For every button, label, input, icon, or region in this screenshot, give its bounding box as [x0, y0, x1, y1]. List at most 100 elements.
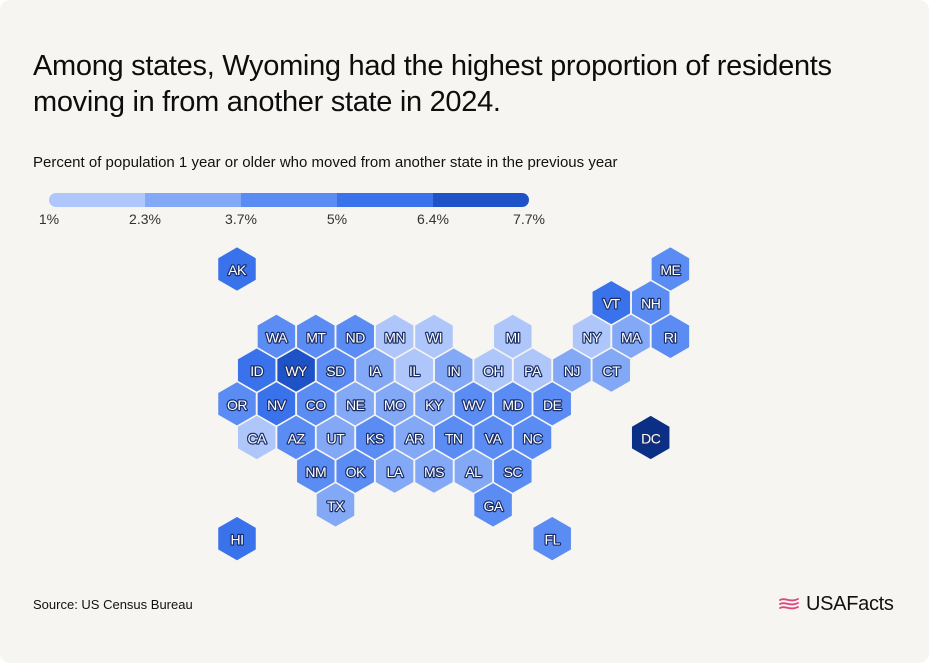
state-hex-ms: MS [413, 447, 455, 495]
legend-swatch [241, 193, 337, 207]
state-label: IN [447, 363, 460, 379]
state-label: NM [305, 464, 326, 480]
state-label: MI [506, 329, 521, 345]
state-hex-sd: SD [315, 346, 356, 394]
state-hex-az: AZ [275, 414, 317, 461]
state-label: RI [664, 329, 677, 345]
state-hex-shape [630, 414, 671, 461]
state-label: TN [445, 431, 463, 447]
state-label: VT [603, 296, 621, 312]
state-label: FL [545, 532, 561, 548]
state-label: AL [465, 464, 482, 480]
state-hex-nd: ND [334, 313, 376, 360]
legend-label: 1% [38, 211, 60, 227]
state-label: NJ [564, 363, 580, 379]
state-hex-ct: CT [591, 346, 632, 394]
state-label: NC [523, 431, 543, 447]
state-hex-ia: IA [354, 346, 396, 394]
state-label: OH [483, 363, 503, 379]
state-hex-shape [591, 346, 632, 394]
state-hex-wy: WY [275, 346, 317, 394]
state-hex-nm: NM [295, 447, 337, 495]
state-hex-ma: MA [610, 313, 652, 360]
state-hex-oh: OH [472, 346, 514, 394]
state-label: NV [267, 397, 287, 413]
legend-swatch [145, 193, 241, 207]
state-label: NY [582, 329, 602, 345]
state-label: CO [306, 397, 327, 413]
state-hex-ny: NY [571, 313, 612, 360]
state-label: WA [266, 329, 288, 345]
state-hex-shape [531, 515, 573, 562]
state-hex-shape [472, 481, 514, 529]
state-label: WY [285, 363, 308, 379]
state-label: LA [387, 464, 404, 480]
state-label: MO [384, 397, 406, 413]
legend-color-scale [49, 193, 529, 207]
state-label: MA [621, 329, 642, 345]
state-label: KS [366, 431, 384, 447]
state-label: IL [409, 363, 420, 379]
state-label: HI [231, 532, 244, 548]
state-hex-hi: HI [216, 515, 258, 562]
state-label: TX [327, 498, 345, 514]
state-hex-ak: AK [216, 245, 258, 293]
state-hex-nh: NH [630, 279, 671, 327]
state-hex-wa: WA [256, 313, 297, 360]
legend-label: 6.4% [417, 211, 449, 227]
state-label: ME [660, 262, 680, 278]
state-label: WI [426, 329, 442, 345]
state-label: VA [485, 431, 503, 447]
state-label: CT [602, 363, 621, 379]
state-hex-tx: TX [315, 481, 356, 529]
state-label: AZ [288, 431, 306, 447]
state-label: DE [543, 397, 562, 413]
state-hex-la: LA [374, 447, 415, 495]
state-label: OK [346, 464, 366, 480]
usafacts-logo: USAFacts [778, 593, 894, 616]
state-label: MN [384, 329, 405, 345]
state-label: WV [463, 397, 486, 413]
state-label: AK [228, 262, 247, 278]
state-hex-shape [216, 245, 258, 293]
state-hex-fl: FL [531, 515, 573, 562]
state-label: AR [405, 431, 424, 447]
state-label: IA [369, 363, 382, 379]
state-label: PA [524, 363, 542, 379]
state-hex-mt: MT [295, 313, 337, 360]
state-hex-me: ME [650, 245, 691, 293]
state-label: SC [504, 464, 523, 480]
legend-swatch [433, 193, 529, 207]
state-hex-ri: RI [650, 313, 691, 360]
legend-swatch [49, 193, 145, 207]
state-label: ND [346, 329, 366, 345]
state-label: CA [247, 431, 267, 447]
state-hex-ca: CA [236, 414, 277, 461]
state-label: NH [641, 296, 660, 312]
state-hex-ga: GA [472, 481, 514, 529]
flag-logo-icon [779, 597, 799, 609]
state-hex-tn: TN [433, 414, 474, 461]
legend-labels: 1% 2.3% 3.7% 5% 6.4% 7.7% [0, 211, 929, 229]
state-label: MT [306, 329, 326, 345]
state-label: MS [424, 464, 444, 480]
state-hex-mn: MN [374, 313, 415, 360]
state-hex-dc: DC [630, 414, 671, 461]
legend-label: 5% [326, 211, 348, 227]
state-hex-nv: NV [256, 380, 297, 428]
chart-title: Among states, Wyoming had the highest pr… [33, 50, 832, 118]
state-label: NE [346, 397, 365, 413]
state-label: DC [641, 431, 661, 447]
brand-name: USAFacts [806, 593, 894, 615]
legend-swatch [337, 193, 433, 207]
legend-label: 2.3% [129, 211, 161, 227]
state-label: KY [425, 397, 444, 413]
legend-label: 7.7% [513, 211, 545, 227]
state-label: GA [483, 498, 503, 514]
state-hex-shape [315, 481, 356, 529]
state-hex-mi: MI [492, 313, 534, 360]
state-hex-shape [650, 313, 691, 360]
state-hex-ks: KS [354, 414, 396, 461]
state-hex-wi: WI [413, 313, 455, 360]
